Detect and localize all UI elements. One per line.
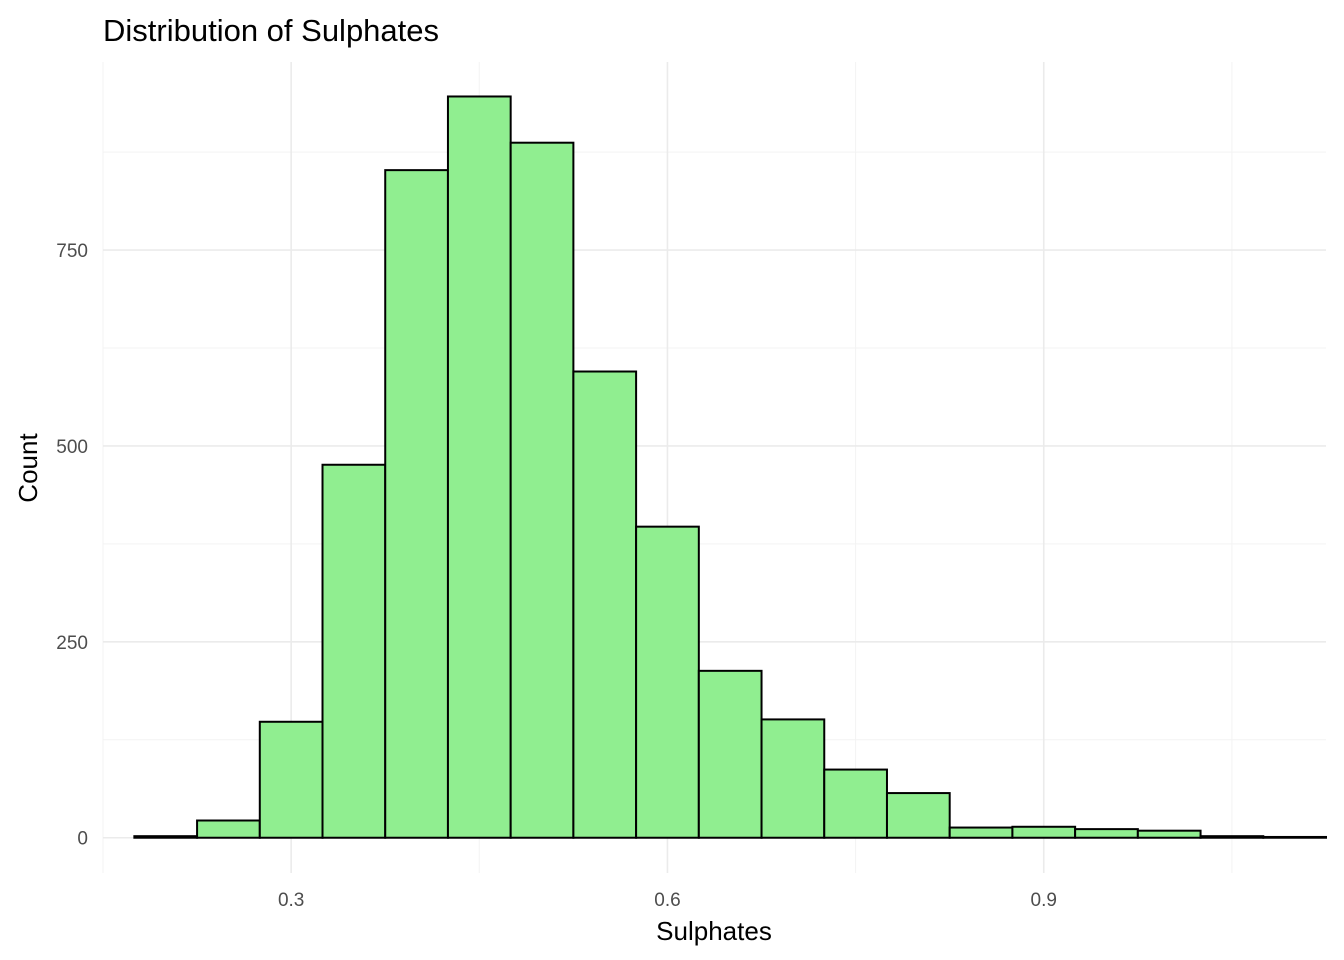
y-tick-labels: 0 250 500 750 (56, 241, 88, 850)
x-axis-title: Sulphates (656, 916, 772, 946)
histogram-bar (697, 669, 763, 839)
histogram-bar (1136, 829, 1202, 839)
histogram-bar (635, 525, 700, 839)
histogram-bar (133, 835, 199, 839)
histogram-bar (321, 463, 387, 839)
x-tick-labels: 0.3 0.6 0.9 (278, 890, 1057, 911)
histogram-bar (823, 768, 888, 839)
histogram-bar (1199, 835, 1265, 839)
histogram-bar (948, 826, 1014, 839)
x-tick-label: 0.3 (278, 890, 304, 911)
y-tick-label: 250 (56, 633, 88, 654)
histogram-bar (1074, 828, 1139, 839)
histogram-bar (509, 141, 575, 839)
y-tick-label: 750 (56, 241, 88, 262)
chart-title: Distribution of Sulphates (103, 13, 439, 48)
x-tick-label: 0.9 (1031, 890, 1057, 911)
x-tick-label: 0.6 (654, 890, 680, 911)
y-axis-title: Count (13, 433, 43, 503)
histogram-bar (572, 370, 638, 839)
histogram-bar (1262, 835, 1328, 839)
histogram-bar (196, 819, 261, 839)
y-tick-label: 0 (77, 829, 88, 850)
histogram-bar (258, 720, 324, 839)
histogram-bar (885, 792, 951, 839)
histogram-bar (446, 95, 512, 839)
histogram-bar (760, 718, 826, 839)
histogram-bar (1011, 825, 1077, 839)
bars-layer (133, 95, 1328, 839)
y-tick-label: 500 (56, 437, 88, 458)
histogram-bar (384, 169, 449, 839)
